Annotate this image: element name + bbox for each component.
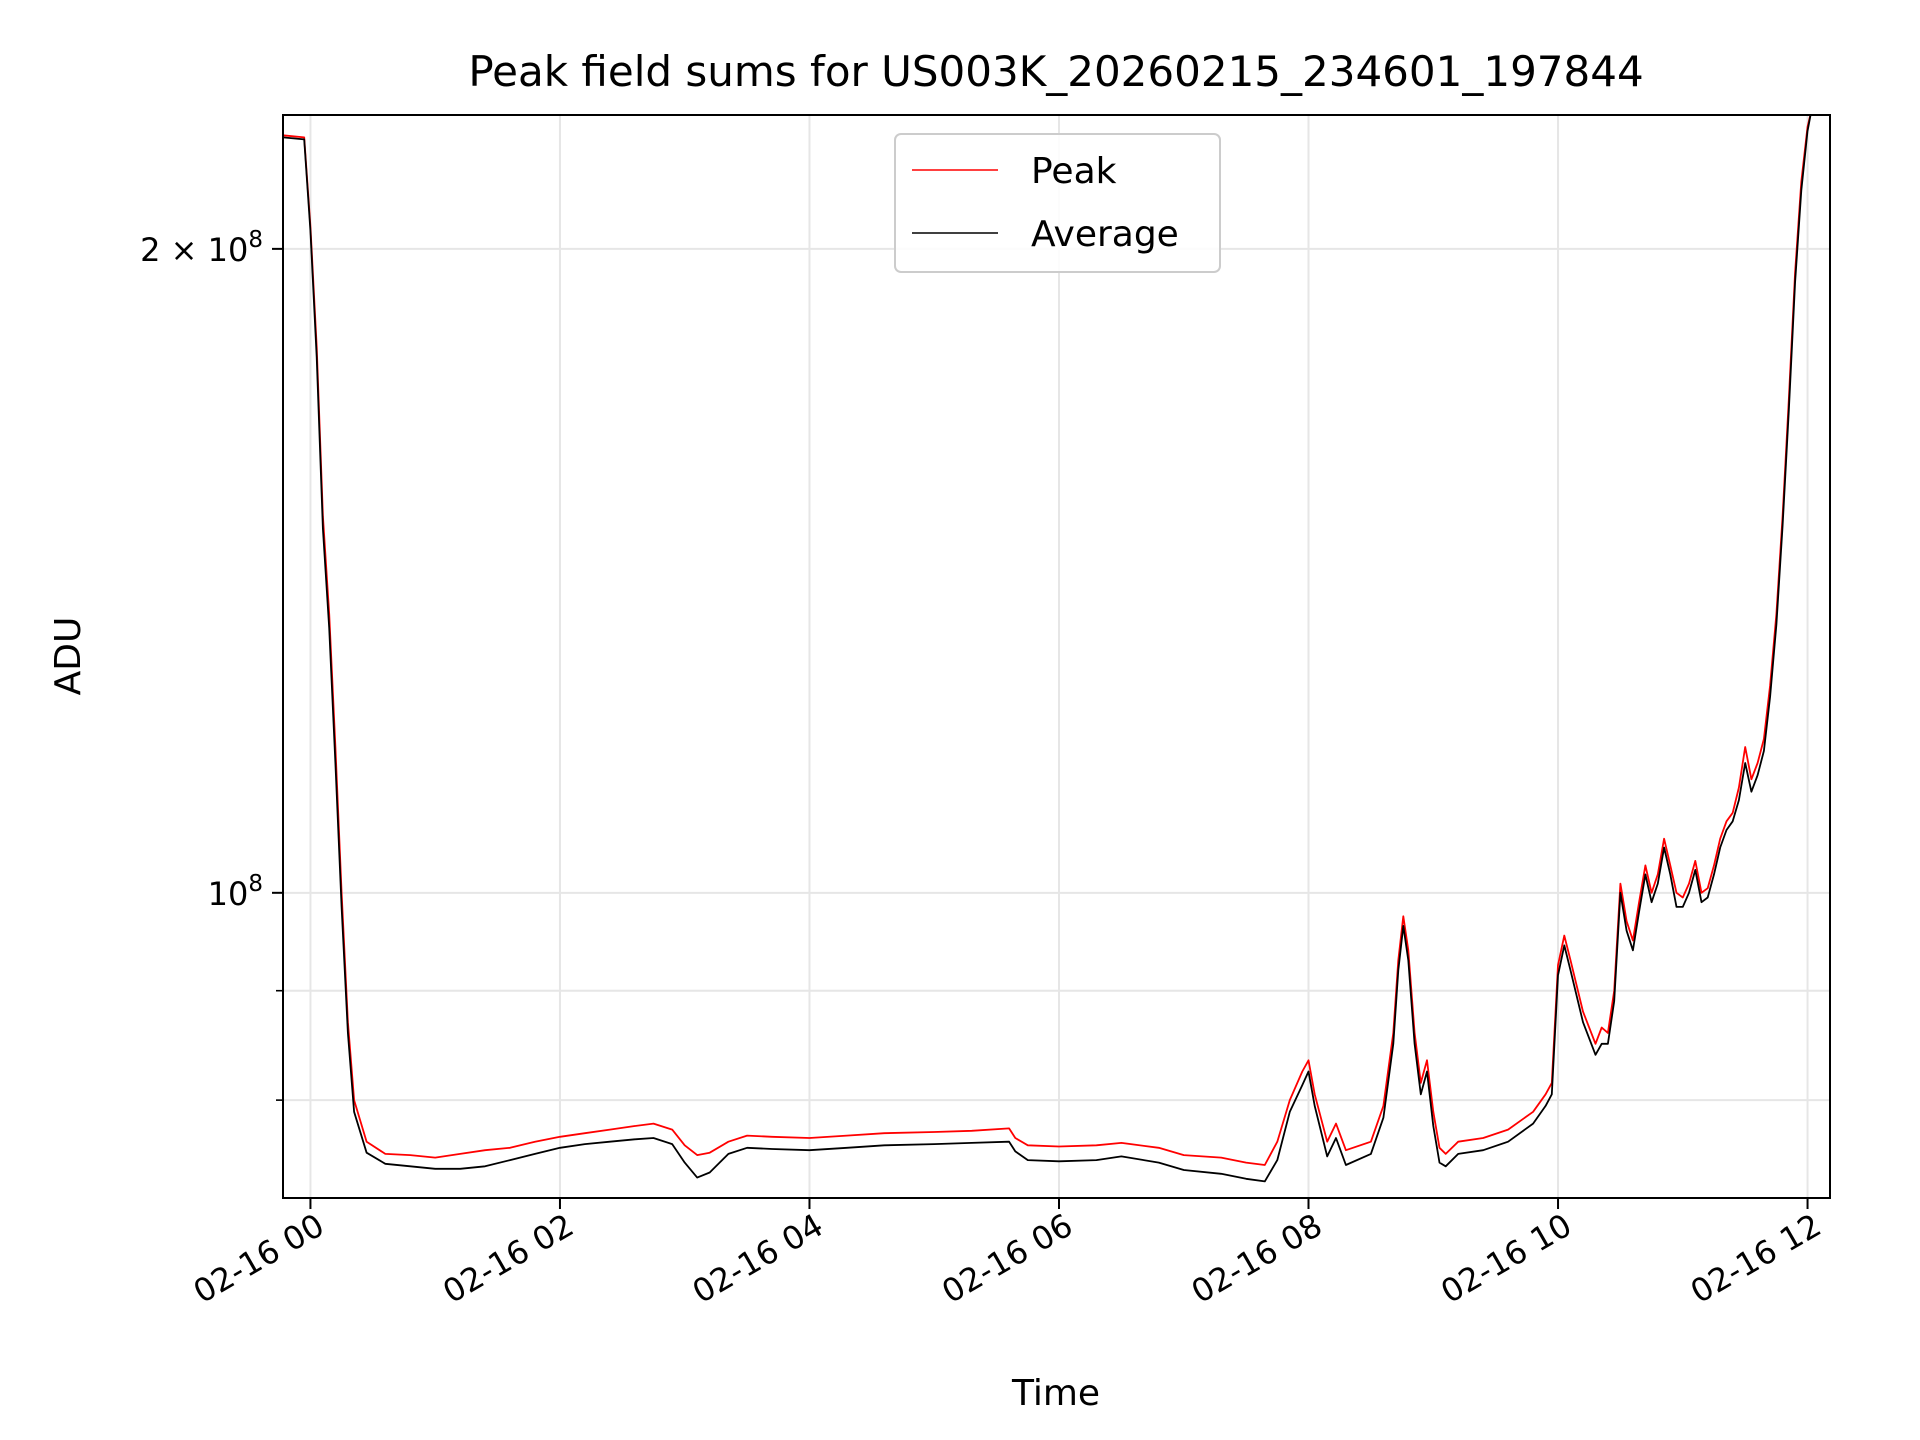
y-tick-label: 2 × 108 <box>140 227 263 269</box>
chart-title: Peak field sums for US003K_20260215_2346… <box>468 47 1643 96</box>
y-axis: 108 2 × 108 <box>140 227 283 1101</box>
grid <box>283 115 1830 1198</box>
series-layer <box>283 115 1812 1183</box>
legend-label-average: Average <box>1031 214 1179 255</box>
y-axis-label: ADU <box>48 617 89 696</box>
y-tick-label: 108 <box>208 871 263 913</box>
x-axis-label: Time <box>1011 1373 1100 1414</box>
legend-label-peak: Peak <box>1031 151 1117 192</box>
legend: Peak Average <box>894 133 1221 273</box>
series-line-peak <box>283 115 1812 1166</box>
series-line-average <box>283 115 1812 1183</box>
legend-box <box>894 133 1221 273</box>
plot-frame <box>282 114 1831 1199</box>
